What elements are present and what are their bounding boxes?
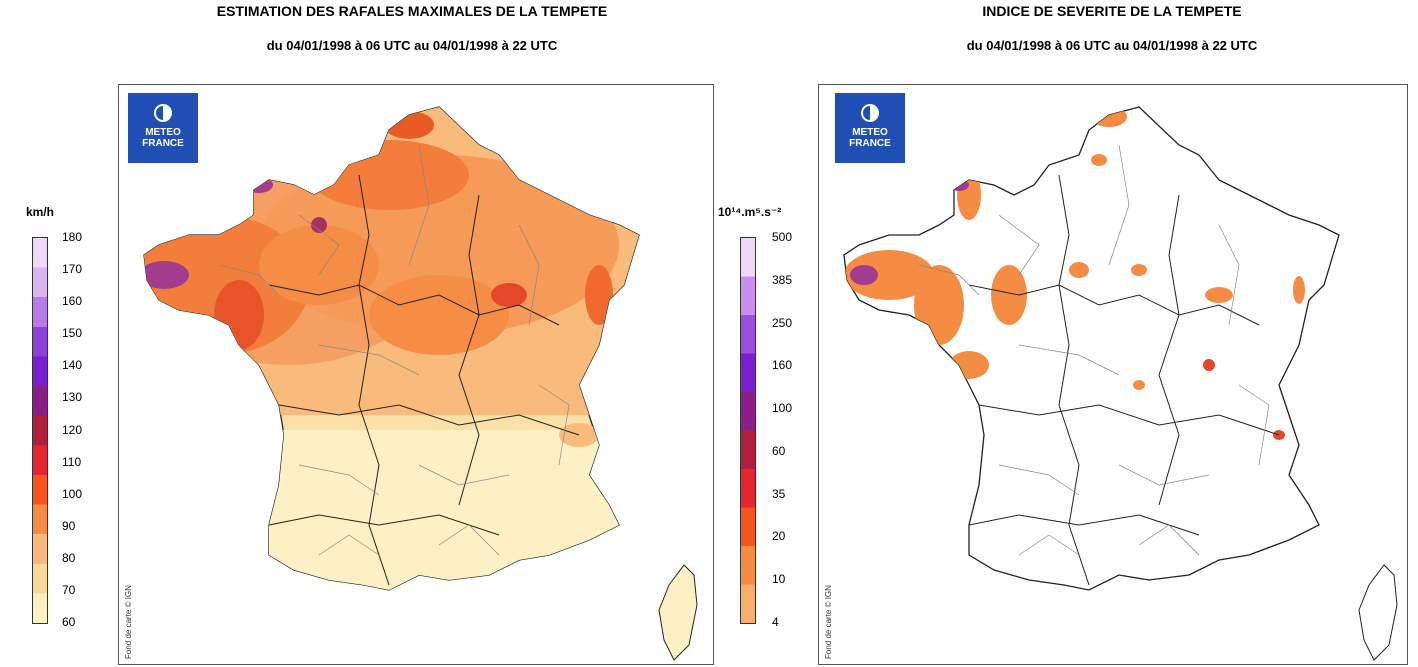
colorbar-tick-label: 170: [62, 262, 83, 277]
colorbar-tick-label: 110: [62, 454, 82, 469]
colorbar-tick-label: 250: [772, 315, 793, 330]
right-colorbar: [740, 237, 756, 624]
meteo-france-logo: METEO FRANCE: [128, 93, 198, 163]
colorbar-tick-label: 90: [62, 518, 76, 533]
left-map-frame: METEO FRANCE Fond de carte © IGN: [118, 84, 714, 665]
france-gust-map: [143, 106, 698, 661]
colorbar-tick-label: 4: [772, 615, 779, 629]
left-colorbar-unit: km/h: [26, 205, 55, 219]
corsica-shape: [1358, 564, 1398, 661]
colorbar-tick-label: 100: [62, 486, 83, 501]
colorbar-tick-label: 100: [772, 401, 793, 416]
left-colorbar: [32, 237, 48, 624]
right-title: INDICE DE SEVERITE DE LA TEMPETE: [982, 3, 1242, 19]
logo-line-1: METEO: [852, 127, 888, 138]
meteo-france-logo: METEO FRANCE: [835, 93, 905, 163]
colorbar-tick-label: 60: [62, 615, 76, 629]
corsica-shape: [658, 564, 698, 661]
logo-line-1: METEO: [145, 127, 181, 138]
colorbar-tick-label: 385: [772, 272, 793, 287]
left-subtitle: du 04/01/1998 à 06 UTC au 04/01/1998 à 2…: [266, 38, 558, 53]
logo-mark-icon: [153, 103, 173, 123]
left-title: ESTIMATION DES RAFALES MAXIMALES DE LA T…: [216, 3, 608, 19]
colorbar-tick-label: 130: [62, 390, 83, 405]
colorbar-tick-label: 180: [62, 230, 83, 244]
colorbar-tick-label: 500: [772, 230, 793, 244]
colorbar-tick-label: 150: [62, 326, 83, 341]
colorbar-tick-label: 120: [62, 422, 83, 437]
colorbar-tick-label: 160: [772, 358, 793, 373]
logo-line-2: FRANCE: [849, 138, 891, 149]
right-colorbar-unit: 10¹⁴.m⁵.s⁻²: [718, 205, 782, 219]
colorbar-tick-label: 35: [772, 486, 786, 501]
colorbar-tick-label: 10: [772, 572, 786, 587]
colorbar-tick-label: 80: [62, 550, 76, 565]
logo-mark-icon: [860, 103, 880, 123]
right-map-frame: METEO FRANCE Fond de carte © IGN: [818, 84, 1408, 665]
colorbar-tick-label: 140: [62, 358, 83, 373]
right-subtitle: du 04/01/1998 à 06 UTC au 04/01/1998 à 2…: [966, 38, 1258, 53]
colorbar-tick-label: 20: [772, 529, 786, 544]
colorbar-tick-label: 70: [62, 582, 76, 597]
colorbar-tick-label: 60: [772, 443, 786, 458]
colorbar-tick-label: 160: [62, 294, 83, 309]
france-severity-map: [843, 106, 1398, 661]
logo-line-2: FRANCE: [142, 138, 184, 149]
